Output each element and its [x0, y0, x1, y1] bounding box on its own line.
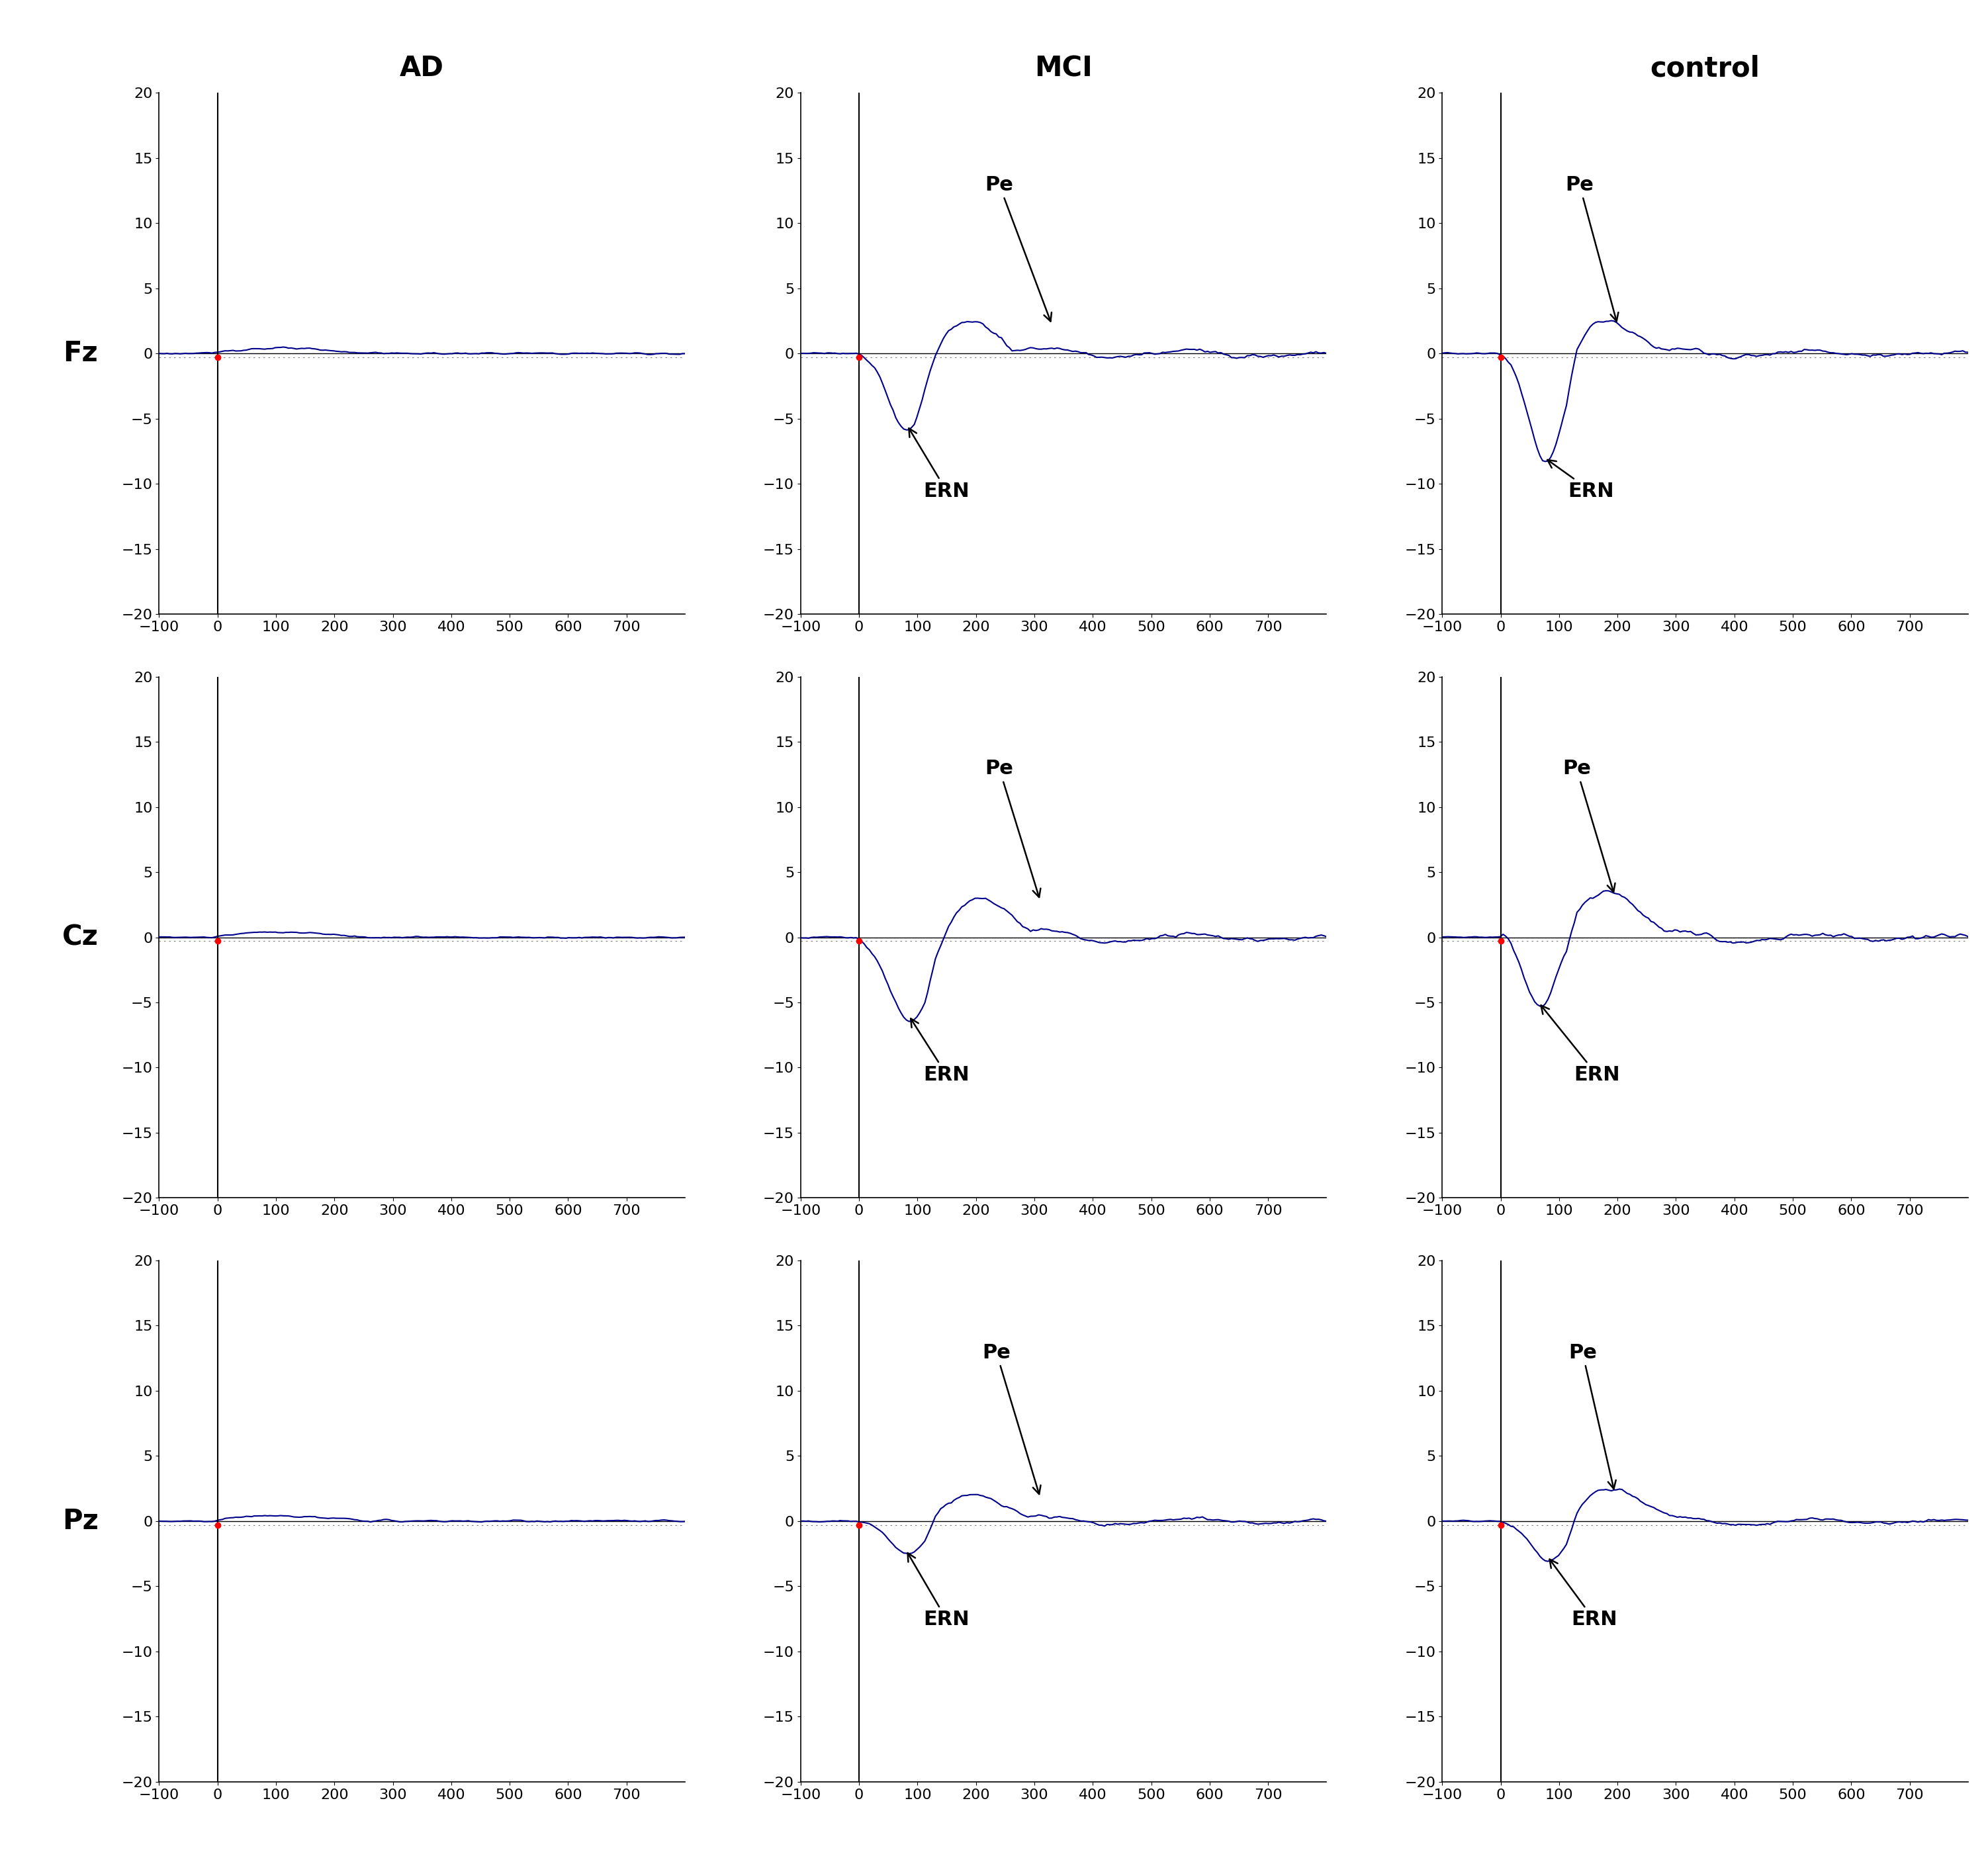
- Text: ERN: ERN: [1549, 1559, 1616, 1630]
- Text: Pe: Pe: [1563, 759, 1614, 893]
- Text: ERN: ERN: [911, 1019, 970, 1084]
- Text: ERN: ERN: [1541, 1006, 1620, 1084]
- Title: MCI: MCI: [1034, 54, 1093, 82]
- Text: Pe: Pe: [1569, 1344, 1616, 1489]
- Text: ERN: ERN: [909, 429, 970, 501]
- Text: Pe: Pe: [982, 1344, 1040, 1494]
- Text: Pe: Pe: [1565, 174, 1618, 321]
- Text: Pe: Pe: [986, 174, 1052, 321]
- Text: ERN: ERN: [909, 1553, 970, 1630]
- Y-axis label: Cz: Cz: [62, 924, 97, 950]
- Text: ERN: ERN: [1547, 460, 1614, 501]
- Y-axis label: Pz: Pz: [62, 1507, 97, 1535]
- Y-axis label: Fz: Fz: [64, 340, 97, 367]
- Title: control: control: [1650, 54, 1759, 82]
- Text: Pe: Pe: [986, 759, 1040, 896]
- Title: AD: AD: [400, 54, 443, 82]
